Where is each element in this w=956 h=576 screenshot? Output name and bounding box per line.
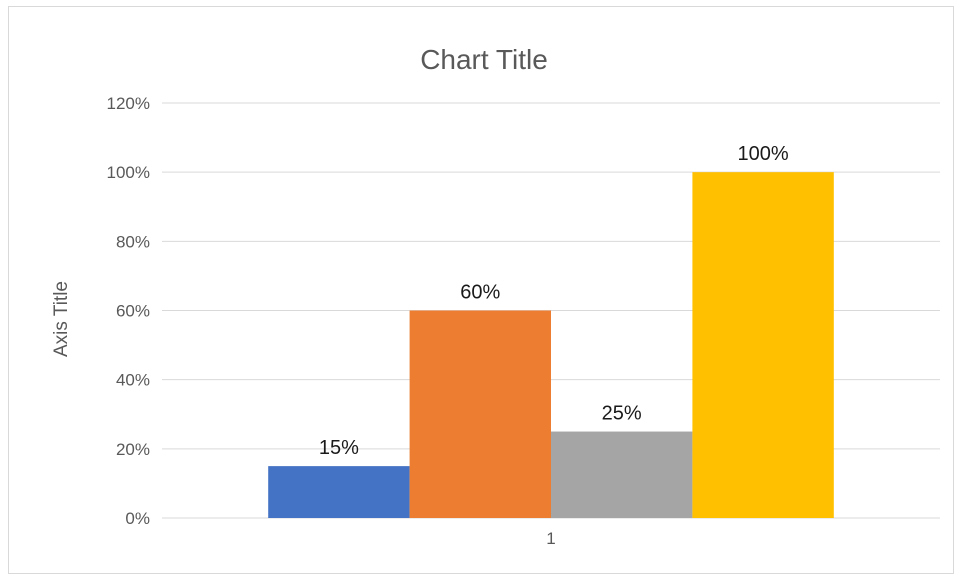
y-tick-label: 100%	[107, 163, 150, 182]
chart-frame: Chart Title Axis Title 0% 20% 40% 60% 80% 100…	[8, 6, 954, 574]
data-label: 15%	[319, 437, 359, 459]
y-axis-ticks: 0% 20% 40% 60% 80% 100% 120%	[107, 94, 150, 528]
data-labels: 15% 60% 25% 100%	[319, 143, 789, 459]
data-label: 60%	[460, 282, 500, 304]
chart-title: Chart Title	[420, 44, 548, 75]
y-tick-label: 60%	[116, 302, 150, 321]
data-label: 100%	[738, 143, 789, 165]
y-tick-label: 0%	[125, 509, 150, 528]
y-tick-label: 40%	[116, 371, 150, 390]
bar	[692, 172, 834, 518]
bar-chart: Chart Title Axis Title 0% 20% 40% 60% 80% 100…	[51, 44, 940, 548]
bar	[268, 466, 410, 518]
bars	[268, 172, 834, 518]
y-tick-label: 80%	[116, 232, 150, 251]
bar	[409, 310, 551, 518]
y-tick-label: 20%	[116, 440, 150, 459]
bar	[551, 431, 693, 518]
y-axis-title: Axis Title	[51, 281, 72, 357]
data-label: 25%	[602, 403, 642, 425]
x-tick-label: 1	[546, 529, 555, 548]
x-axis-ticks: 1	[546, 529, 555, 548]
y-tick-label: 120%	[107, 94, 150, 113]
